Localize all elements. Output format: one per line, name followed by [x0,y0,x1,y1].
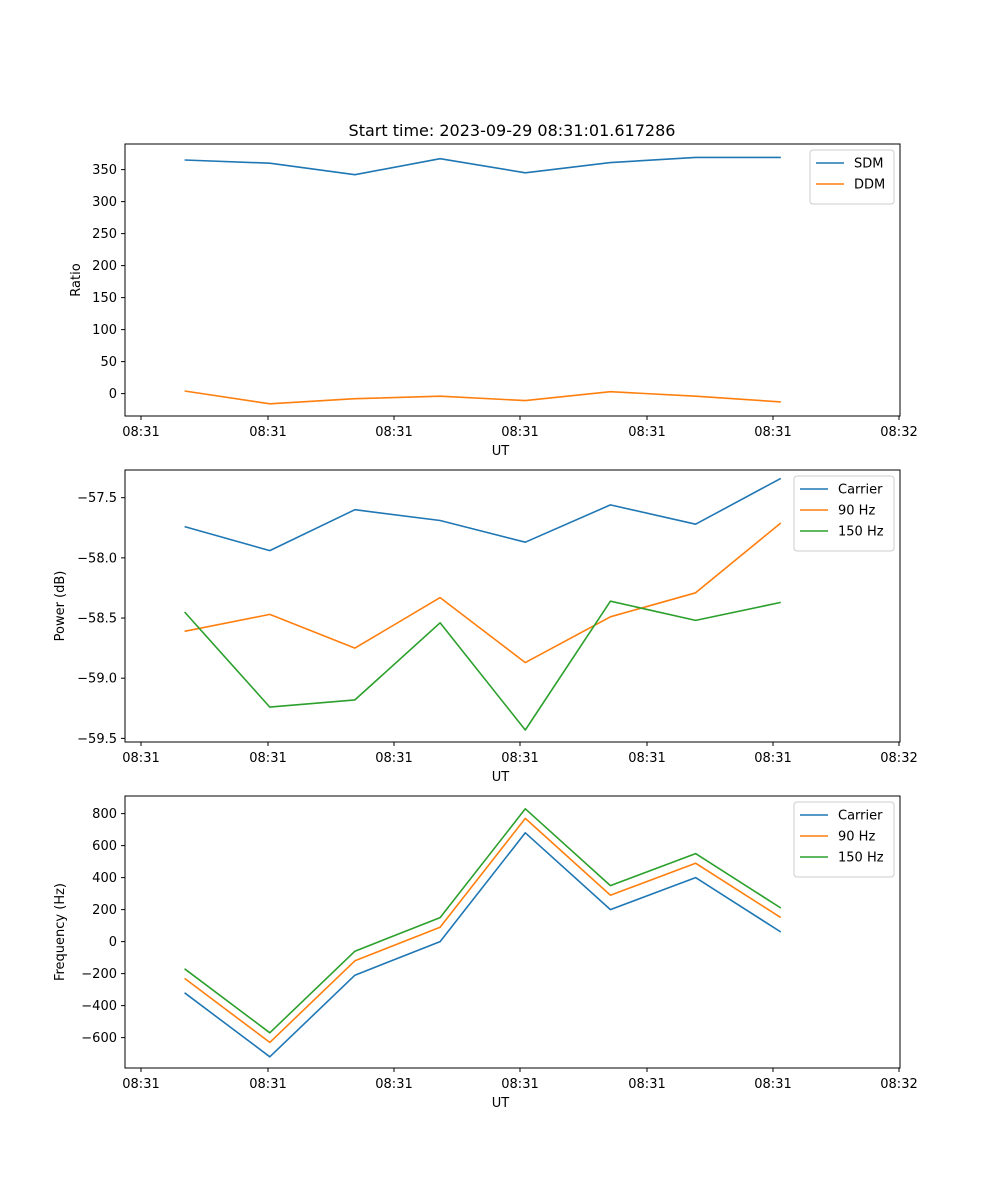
x-tick-label: 08:31 [122,1077,159,1092]
chart-title: Start time: 2023-09-29 08:31:01.617286 [349,121,676,140]
x-tick-label: 08:31 [122,751,159,766]
x-tick-label: 08:31 [249,425,286,440]
x-axis-label: UT [492,770,510,785]
y-tick-label: −400 [81,999,117,1014]
series-line-90-hz [184,522,782,664]
y-tick-label: 400 [92,871,117,886]
x-axis-label: UT [492,1096,510,1111]
x-tick-label: 08:31 [375,425,412,440]
legend: Carrier 90 Hz 150 Hz [793,801,895,878]
y-axis-label: Power (dB) [53,571,68,642]
x-tick-label: 08:31 [501,1077,538,1092]
legend-label: Carrier [838,809,883,824]
y-tick-label: −57.5 [77,491,117,506]
series-line-carrier [184,831,782,1058]
y-tick-label: 300 [92,195,117,210]
y-tick-label: −59.0 [77,672,117,687]
x-tick-label: 08:31 [754,425,791,440]
y-tick-label: 0 [109,387,117,402]
legend-box [793,801,895,878]
y-tick-label: 100 [92,323,117,338]
legend-label: 150 Hz [838,851,884,866]
series-line-90-hz [184,817,782,1044]
y-tick-label: 200 [92,903,117,918]
x-axis-label: UT [492,444,510,459]
x-tick-label: 08:31 [249,1077,286,1092]
axes-frame [124,795,901,1069]
legend: SDM DDM [809,149,895,205]
y-tick-label: −58.0 [77,551,117,566]
y-tick-label: −200 [81,967,117,982]
y-tick-label: 250 [92,227,117,242]
y-axis-label: Frequency (Hz) [53,883,68,981]
x-tick-label: 08:32 [880,751,917,766]
charts-container: 08:31 08:31 08:31 08:31 08:31 08:31 08:32 0 50 10… [53,143,918,1111]
y-axis-label: Ratio [69,263,84,296]
y-tick-label: 150 [92,291,117,306]
legend-label: DDM [854,178,885,193]
axes-frame [124,143,901,417]
x-tick-label: 08:31 [754,1077,791,1092]
x-tick-label: 08:31 [501,751,538,766]
x-tick-label: 08:31 [375,1077,412,1092]
x-tick-label: 08:31 [249,751,286,766]
x-tick-label: 08:31 [628,751,665,766]
chart-panel-1: 08:31 08:31 08:31 08:31 08:31 08:31 08:32 0 50 10… [69,143,918,459]
legend-box [793,475,895,552]
y-tick-label: −58.5 [77,612,117,627]
y-tick-label: 350 [92,163,117,178]
y-tick-label: −59.5 [77,732,117,747]
legend-label: SDM [854,157,883,172]
legend-label: 90 Hz [838,504,875,519]
series-line-ddm [184,390,781,405]
legend-label: 150 Hz [838,525,884,540]
legend-label: Carrier [838,483,883,498]
chart-panel-2: 08:31 08:31 08:31 08:31 08:31 08:31 08:32 −59.5… [53,469,918,785]
chart-panel-3: 08:31 08:31 08:31 08:31 08:31 08:31 08:32 −600 −… [53,795,918,1111]
x-tick-label: 08:31 [122,425,159,440]
x-tick-label: 08:32 [880,425,917,440]
y-tick-label: 800 [92,807,117,822]
x-tick-label: 08:31 [501,425,538,440]
x-tick-label: 08:31 [375,751,412,766]
legend-label: 90 Hz [838,830,875,845]
y-tick-label: 50 [100,355,117,370]
x-tick-label: 08:31 [628,1077,665,1092]
series-line-sdm [184,156,781,176]
y-tick-label: 0 [109,935,117,950]
x-tick-label: 08:32 [880,1077,917,1092]
legend: Carrier 90 Hz 150 Hz [793,475,895,552]
y-tick-label: −600 [81,1031,117,1046]
series-line-carrier [184,477,782,552]
x-tick-label: 08:31 [628,425,665,440]
series-line-150-hz [184,600,781,731]
series-line-150-hz [184,807,782,1034]
axes-frame [124,469,901,743]
y-tick-label: 200 [92,259,117,274]
y-tick-label: 600 [92,839,117,854]
x-tick-label: 08:31 [754,751,791,766]
